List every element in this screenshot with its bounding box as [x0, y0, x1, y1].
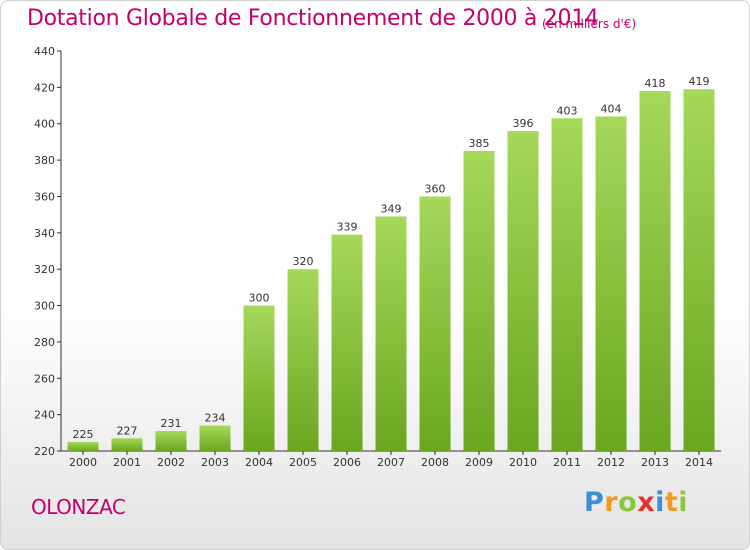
x-tick-label-2005: 2005	[289, 456, 317, 469]
data-label-2013: 418	[645, 77, 666, 90]
x-tick-label-2009: 2009	[465, 456, 493, 469]
logo-letter: o	[618, 487, 638, 518]
logo-letter: r	[604, 487, 619, 518]
bar-2002	[155, 431, 187, 451]
chart-title: Dotation Globale de Fonctionnement de 20…	[27, 6, 599, 31]
y-tick-label: 260	[34, 372, 55, 385]
data-label-2001: 227	[117, 424, 138, 437]
x-tick-label-2007: 2007	[377, 456, 405, 469]
y-tick-label: 220	[34, 445, 55, 458]
proxiti-logo[interactable]: Proxiti	[584, 487, 688, 518]
y-tick-label: 360	[34, 190, 55, 203]
data-label-2002: 231	[161, 417, 182, 430]
bar-2005	[287, 269, 319, 451]
logo-letter: x	[637, 487, 656, 518]
logo-letter: P	[584, 487, 605, 518]
y-tick-label: 400	[34, 118, 55, 131]
data-label-2014: 419	[689, 75, 710, 88]
data-label-2011: 403	[557, 104, 578, 117]
bar-2013	[639, 91, 671, 451]
x-tick-label-2001: 2001	[113, 456, 141, 469]
bar-2000	[67, 441, 99, 451]
logo-letter: i	[655, 487, 665, 518]
x-tick-label-2014: 2014	[685, 456, 713, 469]
data-label-2009: 385	[469, 137, 490, 150]
data-label-2007: 349	[381, 202, 402, 215]
bar-2011	[551, 118, 583, 451]
bar-2003	[199, 425, 231, 451]
bar-2004	[243, 305, 275, 451]
logo-letter: i	[678, 487, 689, 518]
data-label-2004: 300	[249, 292, 270, 305]
y-tick-label: 440	[34, 45, 55, 58]
x-tick-label-2003: 2003	[201, 456, 229, 469]
chart-subtitle: (en milliers d'€)	[542, 17, 637, 31]
data-label-2008: 360	[425, 182, 446, 195]
data-label-2006: 339	[337, 221, 358, 234]
logo-letter: t	[664, 487, 679, 518]
y-tick-label: 420	[34, 81, 55, 94]
bar-2006	[331, 234, 363, 451]
x-tick-label-2000: 2000	[69, 456, 97, 469]
y-tick-label: 240	[34, 409, 55, 422]
bar-2012	[595, 116, 627, 452]
x-tick-label-2008: 2008	[421, 456, 449, 469]
bar-2014	[683, 89, 715, 451]
bar-2007	[375, 216, 407, 451]
x-tick-label-2004: 2004	[245, 456, 273, 469]
y-tick-label: 300	[34, 300, 55, 313]
data-label-2010: 396	[513, 117, 534, 130]
y-tick-label: 380	[34, 154, 55, 167]
data-label-2012: 404	[601, 102, 622, 115]
x-tick-label-2012: 2012	[597, 456, 625, 469]
x-tick-label-2006: 2006	[333, 456, 361, 469]
data-label-2000: 225	[73, 428, 94, 441]
bar-2009	[463, 151, 495, 451]
x-tick-label-2010: 2010	[509, 456, 537, 469]
data-label-2005: 320	[293, 255, 314, 268]
x-tick-label-2013: 2013	[641, 456, 669, 469]
x-tick-label-2002: 2002	[157, 456, 185, 469]
x-tick-label-2011: 2011	[553, 456, 581, 469]
bar-2001	[111, 438, 143, 451]
bar-2010	[507, 131, 539, 451]
y-tick-label: 340	[34, 227, 55, 240]
city-name: OLONZAC	[31, 495, 126, 519]
data-label-2003: 234	[205, 412, 226, 425]
y-tick-label: 280	[34, 336, 55, 349]
bar-2008	[419, 196, 451, 451]
y-tick-label: 320	[34, 263, 55, 276]
